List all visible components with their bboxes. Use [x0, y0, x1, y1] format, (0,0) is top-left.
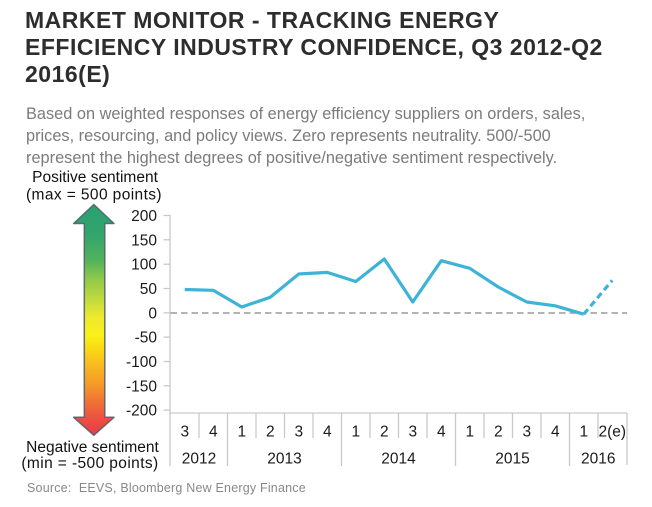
svg-text:2: 2 — [380, 424, 389, 441]
svg-text:1: 1 — [351, 424, 360, 441]
svg-text:4: 4 — [551, 424, 560, 441]
svg-text:-200: -200 — [126, 403, 157, 420]
svg-text:2: 2 — [266, 424, 275, 441]
svg-text:2014: 2014 — [381, 451, 416, 468]
svg-text:2015: 2015 — [495, 451, 529, 468]
svg-text:3: 3 — [522, 424, 531, 441]
svg-text:-150: -150 — [126, 378, 157, 395]
svg-text:3: 3 — [180, 424, 189, 441]
svg-text:2(e): 2(e) — [598, 424, 626, 441]
svg-text:4: 4 — [323, 424, 332, 441]
svg-text:2012: 2012 — [182, 451, 216, 468]
svg-text:-50: -50 — [135, 330, 158, 347]
svg-text:200: 200 — [131, 208, 157, 225]
svg-text:2016: 2016 — [581, 451, 615, 468]
svg-text:Negative sentiment: Negative sentiment — [26, 439, 159, 456]
svg-text:2: 2 — [494, 424, 503, 441]
svg-text:-100: -100 — [126, 354, 157, 371]
svg-text:3: 3 — [408, 424, 417, 441]
svg-text:150: 150 — [131, 232, 157, 249]
svg-text:100: 100 — [131, 257, 157, 274]
svg-text:Positive sentiment: Positive sentiment — [32, 169, 158, 186]
svg-text:(max = 500 points): (max = 500 points) — [26, 187, 162, 204]
svg-text:2013: 2013 — [267, 451, 301, 468]
svg-text:1: 1 — [579, 424, 588, 441]
svg-text:3: 3 — [294, 424, 303, 441]
svg-text:1: 1 — [465, 424, 474, 441]
svg-text:4: 4 — [209, 424, 218, 441]
svg-text:(min = -500 points): (min = -500 points) — [21, 455, 158, 472]
svg-text:1: 1 — [237, 424, 246, 441]
svg-text:4: 4 — [437, 424, 446, 441]
svg-text:0: 0 — [148, 305, 157, 322]
svg-text:50: 50 — [140, 281, 158, 298]
